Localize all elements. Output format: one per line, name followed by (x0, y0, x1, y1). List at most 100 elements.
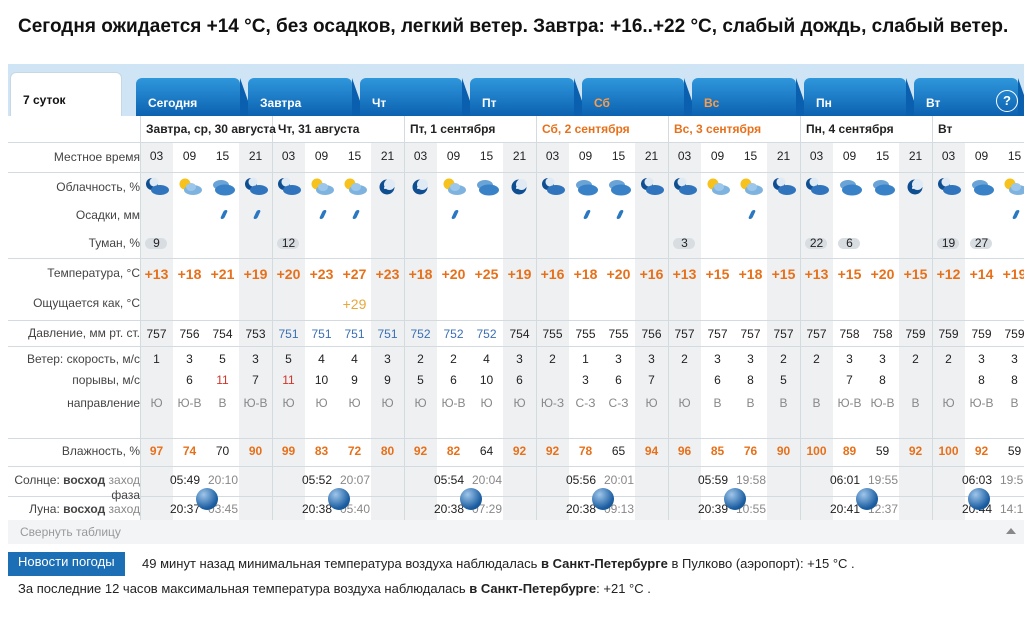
news-title[interactable]: Новости погоды (8, 552, 125, 576)
forecast-headline: Сегодня ожидается +14 °С, без осадков, л… (0, 0, 1024, 58)
collapse-table-button[interactable]: Свернуть таблицу (8, 520, 1024, 544)
column-shade (371, 142, 404, 520)
day-header[interactable]: Пт, 1 сентября (410, 122, 496, 136)
wind-direction-cell: Ю-В (837, 396, 862, 410)
temperature-cell: +18 (408, 266, 433, 282)
sunset-time: 19:58 (736, 473, 767, 487)
time-cell: 21 (644, 149, 659, 163)
day-header[interactable]: Вт (938, 122, 953, 136)
sun-cloud-icon (740, 178, 763, 195)
wind-speed-cell: 3 (1011, 352, 1018, 366)
wind-speed-cell: 3 (978, 352, 985, 366)
tab-7[interactable]: Пн (804, 78, 920, 118)
pressure-cell: 757 (674, 327, 695, 341)
gust-cell: 9 (384, 373, 391, 387)
temperature-cell: +19 (243, 266, 268, 282)
fog-icon (277, 238, 299, 249)
wind-speed-cell: 3 (714, 352, 721, 366)
wind-speed-cell: 2 (780, 352, 787, 366)
moonrise-time: 20:37 (170, 502, 201, 516)
temperature-cell: +23 (309, 266, 334, 282)
gust-cell: 8 (879, 373, 886, 387)
news-item-1: 49 минут назад минимальная температура в… (142, 556, 855, 571)
day-header[interactable]: Сб, 2 сентября (542, 122, 630, 136)
fog-value: 3 (681, 236, 688, 250)
column-shade (272, 142, 305, 520)
humidity-cell: 59 (1007, 444, 1022, 458)
moon-phase-icon (196, 488, 218, 510)
day-divider (140, 116, 141, 520)
tab-4[interactable]: Пт (470, 78, 588, 118)
pressure-cell: 759 (938, 327, 959, 341)
humidity-cell: 65 (611, 444, 626, 458)
temperature-cell: +23 (375, 266, 400, 282)
day-header[interactable]: Вс, 3 сентября (674, 122, 762, 136)
sun-cloud-icon (443, 178, 466, 195)
row-divider (8, 496, 1024, 497)
moon-phase-icon (968, 488, 990, 510)
gust-cell: 7 (846, 373, 853, 387)
pressure-cell: 751 (278, 327, 299, 341)
tab-6[interactable]: Вс (692, 78, 810, 118)
gust-cell: 6 (450, 373, 457, 387)
sun-cloud-icon (311, 178, 334, 195)
column-shade (800, 142, 833, 520)
humidity-cell: 100 (938, 444, 959, 458)
cloud-icon (213, 180, 235, 196)
column-shade (899, 142, 932, 520)
tab-label: 7 суток (23, 93, 66, 107)
temperature-cell: +15 (903, 266, 928, 282)
wind-speed-cell: 4 (483, 352, 490, 366)
time-cell: 03 (809, 149, 824, 163)
day-header[interactable]: Чт, 31 августа (278, 122, 360, 136)
tab-1[interactable]: Сегодня (136, 78, 254, 118)
rain-drop-icon (219, 210, 229, 219)
tab-3[interactable]: Чт (360, 78, 476, 118)
forecast-widget: 7 суток Сегодня Завтра Чт Пт Сб Вс Пн Вт? Местно… (8, 64, 1024, 544)
sunset-time: 20:10 (208, 473, 239, 487)
fog-icon (970, 238, 992, 249)
label-moon: Луна: восход заход (8, 502, 140, 516)
wind-direction-cell: В (911, 396, 920, 410)
temperature-cell: +18 (738, 266, 763, 282)
tab-label: Сегодня (148, 96, 198, 110)
night-cloud-icon (641, 177, 664, 195)
tab-0[interactable]: 7 суток (10, 72, 122, 118)
chevron-up-icon (1006, 528, 1016, 534)
label-temperature: Температура, °С (47, 266, 140, 280)
day-header[interactable]: Пн, 4 сентября (806, 122, 894, 136)
humidity-cell: 90 (248, 444, 263, 458)
time-cell: 21 (248, 149, 263, 163)
help-icon[interactable]: ? (996, 90, 1018, 112)
moonrise-time: 20:38 (434, 502, 465, 516)
column-shade (536, 142, 569, 520)
sunrise-time: 05:59 (698, 473, 729, 487)
wind-direction-cell: Ю (150, 396, 163, 410)
wind-direction-cell: Ю (942, 396, 955, 410)
sunrise-time: 05:54 (434, 473, 465, 487)
sun-cloud-icon (707, 178, 730, 195)
time-cell: 15 (875, 149, 890, 163)
tab-8[interactable]: Вт (914, 78, 1024, 118)
moon-phase-icon (592, 488, 614, 510)
day-divider (932, 116, 933, 520)
pressure-cell: 755 (608, 327, 629, 341)
day-header[interactable]: Завтра, ср, 30 августа (146, 122, 276, 136)
time-cell: 09 (842, 149, 857, 163)
moonrise-time: 20:38 (302, 502, 333, 516)
day-tabs: 7 суток Сегодня Завтра Чт Пт Сб Вс Пн Вт? (8, 70, 1024, 118)
tab-5[interactable]: Сб (582, 78, 698, 118)
day-divider (536, 116, 537, 520)
fog-icon (673, 238, 695, 249)
fog-value: 27 (974, 236, 989, 250)
label-gusts: порывы, м/с (72, 373, 140, 387)
temperature-cell: +20 (606, 266, 631, 282)
tab-label: Завтра (260, 96, 302, 110)
label-wind-speed: Ветер: скорость, м/с (26, 352, 140, 366)
tab-2[interactable]: Завтра (248, 78, 366, 118)
time-cell: 15 (1007, 149, 1022, 163)
temperature-cell: +18 (177, 266, 202, 282)
gust-cell: 11 (282, 373, 295, 387)
label-moon-phase: фаза (111, 488, 140, 502)
forecast-table: Местное время Облачность, % Осадки, мм Тума… (8, 116, 1024, 520)
